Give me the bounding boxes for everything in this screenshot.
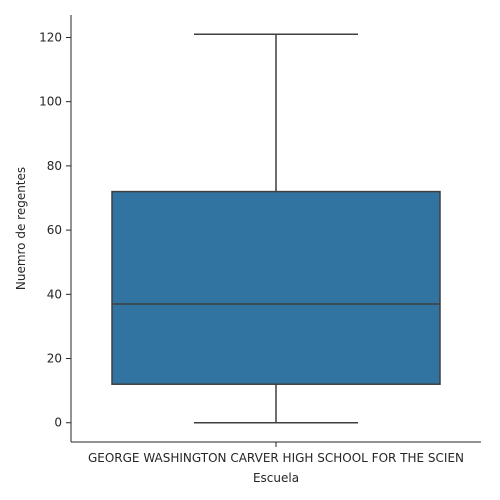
y-tick-label: 80 xyxy=(47,159,62,173)
y-axis-ticks: 0 20 40 60 80 100 120 xyxy=(39,30,71,430)
x-tick-label: GEORGE WASHINGTON CARVER HIGH SCHOOL FOR… xyxy=(88,451,464,465)
y-axis-label: Nuemro de regentes xyxy=(14,167,28,290)
x-axis-ticks: GEORGE WASHINGTON CARVER HIGH SCHOOL FOR… xyxy=(88,442,464,465)
y-tick-label: 40 xyxy=(47,287,62,301)
plot-area xyxy=(111,33,441,424)
y-tick-label: 0 xyxy=(54,416,62,430)
x-axis-label: Escuela xyxy=(253,471,299,485)
y-tick-label: 60 xyxy=(47,223,62,237)
box-iqr xyxy=(111,190,441,385)
y-tick-label: 120 xyxy=(39,30,62,44)
y-tick-label: 20 xyxy=(47,352,62,366)
y-tick-label: 100 xyxy=(39,95,62,109)
